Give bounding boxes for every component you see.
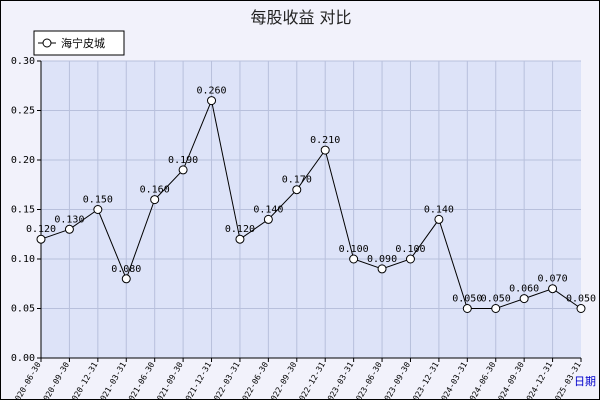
- data-point: [93, 205, 103, 214]
- chart-title: 每股收益 对比: [250, 8, 351, 27]
- x-tick-label: 2022-03-31: [210, 360, 242, 399]
- data-point: [576, 304, 586, 313]
- x-tick-label: 2023-09-30: [380, 360, 412, 399]
- data-point: [491, 304, 501, 313]
- data-point: [434, 214, 444, 224]
- data-label: 0.150: [83, 195, 113, 206]
- plot-layer: 0.000.050.100.150.200.250.302020-06-3020…: [11, 56, 596, 399]
- x-tick-label: 2021-03-31: [96, 360, 128, 399]
- x-tick-label: 2021-12-31: [181, 360, 213, 399]
- data-point: [349, 254, 359, 264]
- x-tick-label: 2024-09-30: [494, 360, 526, 399]
- data-point: [178, 165, 188, 175]
- x-tick-label: 2023-06-30: [352, 360, 384, 399]
- x-tick-label: 2022-12-31: [295, 360, 327, 399]
- data-point: [377, 264, 387, 274]
- data-point: [121, 274, 131, 284]
- x-tick-label: 2022-06-30: [238, 360, 270, 399]
- data-label: 0.140: [253, 204, 283, 215]
- data-point: [548, 284, 558, 294]
- data-label: 0.100: [395, 244, 425, 255]
- series-line: [40, 98, 582, 309]
- x-tick-label: 2021-06-30: [125, 360, 157, 399]
- data-label: 0.050: [452, 294, 482, 305]
- data-label: 0.120: [26, 224, 56, 235]
- y-tick-label: 0.15: [11, 205, 35, 216]
- data-point: [292, 185, 302, 195]
- data-point: [150, 195, 160, 205]
- data-point: [64, 224, 74, 234]
- x-tick-label: 2020-06-30: [11, 360, 43, 399]
- data-label: 0.140: [424, 204, 454, 215]
- y-tick-label: 0.10: [11, 254, 35, 265]
- data-label: 0.100: [339, 244, 369, 255]
- x-tick-label: 2023-12-31: [409, 360, 441, 399]
- data-label: 0.130: [54, 214, 84, 225]
- data-label: 0.050: [566, 294, 596, 305]
- data-label: 0.210: [310, 135, 340, 146]
- x-tick-label: 2021-09-30: [153, 360, 185, 399]
- y-tick-label: 0.25: [11, 106, 35, 117]
- x-axis-corner-label: 日期: [574, 375, 596, 388]
- data-label: 0.170: [282, 175, 312, 186]
- y-tick-label: 0.05: [11, 304, 35, 315]
- y-tick-label: 0.30: [11, 56, 35, 67]
- x-tick-label: 2024-12-31: [522, 360, 554, 399]
- data-point: [320, 145, 330, 155]
- y-tick-label: 0.20: [11, 155, 35, 166]
- data-label: 0.080: [111, 264, 141, 275]
- data-label: 0.090: [367, 254, 397, 265]
- data-label: 0.060: [509, 284, 539, 295]
- data-point: [235, 234, 245, 244]
- data-label: 0.260: [196, 86, 226, 97]
- data-label: 0.120: [225, 224, 255, 235]
- x-tick-label: 2022-09-30: [267, 360, 299, 399]
- legend-marker-icon: [42, 38, 52, 48]
- data-point: [519, 294, 529, 304]
- data-label: 0.190: [168, 155, 198, 166]
- data-point: [405, 254, 415, 264]
- x-tick-label: 2020-09-30: [39, 360, 71, 399]
- x-tick-label: 2024-03-31: [437, 360, 469, 399]
- data-label: 0.160: [140, 185, 170, 196]
- x-tick-label: 2024-06-30: [466, 360, 498, 399]
- data-point: [462, 304, 472, 313]
- legend: 海宁皮城: [33, 30, 125, 56]
- x-tick-label: 2023-03-31: [323, 360, 355, 399]
- x-tick-label: 2020-12-31: [68, 360, 100, 399]
- data-point: [207, 96, 217, 106]
- y-tick-label: 0.00: [11, 353, 35, 364]
- data-point: [263, 214, 273, 224]
- legend-label: 海宁皮城: [61, 36, 105, 50]
- data-point: [36, 234, 46, 244]
- data-label: 0.050: [481, 294, 511, 305]
- data-label: 0.070: [538, 274, 568, 285]
